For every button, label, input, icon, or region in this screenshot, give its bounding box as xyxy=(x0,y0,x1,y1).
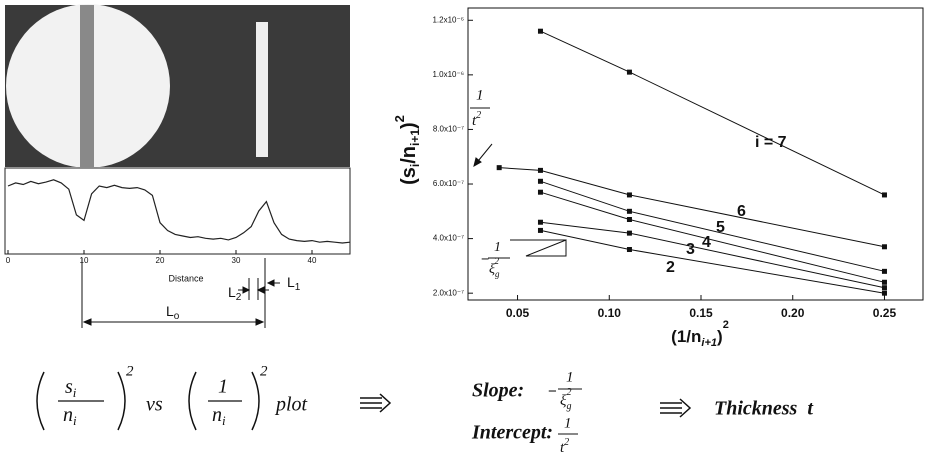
result: Thickness t xyxy=(714,398,814,420)
data-point xyxy=(626,247,632,253)
stripe-bright xyxy=(256,22,268,157)
x-axis-label-part: i+1 xyxy=(701,337,717,349)
profile-frame xyxy=(4,167,351,255)
svg-text:1: 1 xyxy=(494,240,501,255)
vs: vs xyxy=(146,394,163,416)
y-tick-label: 4.0x10⁻⁷ xyxy=(433,234,464,243)
series-line xyxy=(540,30,885,196)
x-tick-label: 0.15 xyxy=(689,306,713,320)
data-point xyxy=(537,227,543,233)
x-tick-label: 0.05 xyxy=(506,306,530,320)
data-point xyxy=(881,279,887,285)
plot-word: plot xyxy=(274,394,308,416)
y-tick-label: 1.0x10⁻⁶ xyxy=(432,70,464,79)
y-axis-label-part: (s xyxy=(398,167,420,185)
right-den: ni xyxy=(212,404,226,428)
formula: si ni 2 vs 1 ni 2 plot Slope: − 1 ξg2 In… xyxy=(36,363,814,456)
left-num: si xyxy=(65,376,77,400)
svg-text:1: 1 xyxy=(476,87,484,103)
data-point xyxy=(626,208,632,214)
y-axis-label-part: ) xyxy=(398,122,420,129)
right-exp: 2 xyxy=(260,363,268,379)
y-tick-label: 2.0x10⁻⁷ xyxy=(433,288,464,297)
label-l2: L2 xyxy=(228,284,242,303)
series-label: i = 7 xyxy=(755,134,787,151)
x-tick-label: 30 xyxy=(232,256,241,265)
data-point xyxy=(626,216,632,222)
x-tick-label: 0.25 xyxy=(873,306,897,320)
x-axis-label-part: ) xyxy=(717,327,723,346)
label-lo: Lo xyxy=(166,303,180,322)
series-label: 4 xyxy=(702,234,711,251)
series-label: 2 xyxy=(666,259,675,276)
x-tick-label: 0 xyxy=(6,256,11,265)
series-line xyxy=(499,167,885,248)
data-point xyxy=(881,244,887,250)
x-tick-label: 10 xyxy=(80,256,89,265)
series-line xyxy=(540,191,885,283)
data-point xyxy=(881,268,887,274)
x-tick-label: 0.20 xyxy=(781,306,805,320)
right-num: 1 xyxy=(218,376,228,398)
data-point xyxy=(881,192,887,198)
slope-annotation: − 1 ξg2 xyxy=(481,239,567,279)
data-point xyxy=(626,230,632,236)
x-axis-label-part: 2 xyxy=(723,319,729,331)
intercept-label: Intercept: xyxy=(471,422,553,444)
intercept-den: t2 xyxy=(560,437,569,456)
slope-sign: − xyxy=(548,383,557,400)
x-tick-label: 20 xyxy=(156,256,165,265)
slope-den: ξg2 xyxy=(489,256,500,279)
y-axis-label-part: /n xyxy=(398,146,420,164)
data-point xyxy=(537,178,543,184)
x-tick-label: 40 xyxy=(308,256,317,265)
arrow xyxy=(660,398,692,418)
slope-num: 1 xyxy=(566,369,574,385)
series-label: 3 xyxy=(686,241,695,258)
x-axis-label: (1/ni+1)2 xyxy=(671,319,729,349)
data-point xyxy=(881,290,887,296)
data-point xyxy=(537,28,543,34)
x-tick-label: 0.10 xyxy=(598,306,622,320)
profile-line xyxy=(7,179,351,244)
series-label: 6 xyxy=(737,203,746,220)
x-axis-label: Distance xyxy=(168,273,203,283)
y-axis-label-part: i xyxy=(408,164,422,167)
data-point xyxy=(881,285,887,291)
svg-text:−: − xyxy=(481,251,489,267)
label-l1: L1 xyxy=(287,274,301,293)
series-line xyxy=(540,221,885,289)
plot-frame xyxy=(467,7,924,301)
left-den: ni xyxy=(63,404,77,428)
y-tick-label: 6.0x10⁻⁷ xyxy=(433,179,464,188)
data-point xyxy=(626,192,632,198)
left-exp: 2 xyxy=(126,363,134,379)
data-point xyxy=(537,189,543,195)
dimension-lines xyxy=(81,258,280,328)
parentheses xyxy=(36,371,260,431)
y-axis-label-part: i+1 xyxy=(408,129,422,146)
slope-label: Slope: xyxy=(472,380,524,402)
series-line xyxy=(540,180,885,272)
y-tick-label: 8.0x10⁻⁷ xyxy=(433,125,464,134)
arrow xyxy=(360,393,392,413)
data-point xyxy=(626,69,632,75)
stripe-dark xyxy=(80,5,94,167)
data-point xyxy=(496,165,502,171)
x-axis-label-part: (1/n xyxy=(671,327,701,346)
y-tick-label: 1.2x10⁻⁶ xyxy=(432,15,464,24)
slope-den: ξg2 xyxy=(560,387,571,412)
series-label: 5 xyxy=(716,219,725,236)
intercept-num: 1 xyxy=(564,415,572,431)
y-axis-label-part: 2 xyxy=(392,115,407,122)
data-point xyxy=(537,167,543,173)
y-axis-label: (si/ni+1)2 xyxy=(392,115,422,185)
data-point xyxy=(537,219,543,225)
intercept-annotation: 1 t2 xyxy=(470,87,493,168)
intercept-den: t2 xyxy=(472,110,481,129)
